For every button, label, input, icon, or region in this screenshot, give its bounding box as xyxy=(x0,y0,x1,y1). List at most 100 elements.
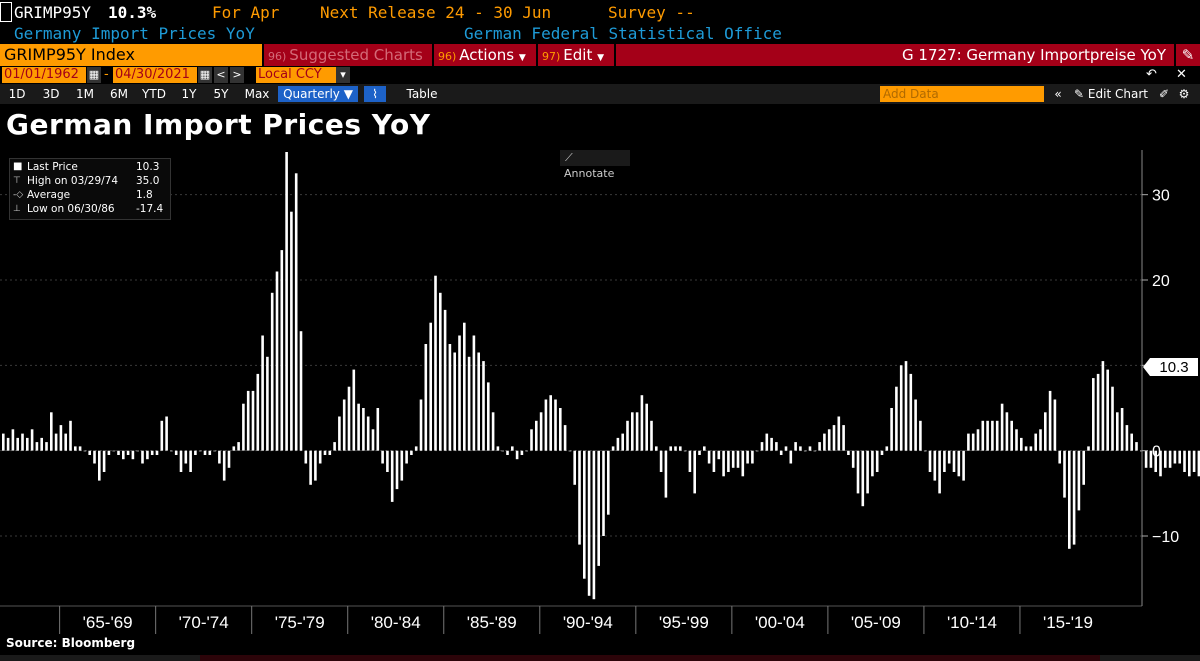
bar xyxy=(1015,429,1018,451)
tab-1m[interactable]: 1M xyxy=(76,87,94,101)
actions-label: Actions xyxy=(459,46,515,64)
bar xyxy=(285,152,288,451)
bar xyxy=(530,429,533,451)
bar xyxy=(477,352,480,451)
bar xyxy=(1096,373,1100,451)
x-tick-label: '95-'99 xyxy=(659,613,709,632)
currency-select[interactable]: Local CCY xyxy=(256,67,336,83)
bar xyxy=(549,395,552,451)
legend-value: 10.3 xyxy=(136,161,160,173)
bar xyxy=(525,450,528,452)
bar xyxy=(563,425,567,451)
bar xyxy=(318,450,322,464)
bar xyxy=(1000,403,1004,451)
tab-3d[interactable]: 3D xyxy=(42,87,60,101)
index-field[interactable]: GRIMP95Y Index xyxy=(0,44,262,66)
tab-6m[interactable]: 6M xyxy=(110,87,128,101)
bar xyxy=(160,420,164,451)
chevron-left-icon[interactable]: < xyxy=(214,67,228,83)
bar xyxy=(501,450,504,452)
bar xyxy=(323,450,327,455)
bar xyxy=(967,433,970,451)
annotate-button[interactable]: ⟋ Annotate xyxy=(560,150,630,180)
bottom-scrollbar[interactable] xyxy=(0,655,1200,661)
bar xyxy=(194,450,197,455)
bar xyxy=(117,450,120,455)
bar xyxy=(760,442,764,451)
bar xyxy=(1005,412,1009,451)
legend-value: -17.4 xyxy=(136,203,164,215)
bar xyxy=(602,450,605,536)
bar xyxy=(957,450,961,477)
bar xyxy=(458,335,461,451)
bar xyxy=(928,450,932,472)
bar xyxy=(11,429,15,451)
chevron-down-icon[interactable]: ▾ xyxy=(336,67,350,83)
bar xyxy=(1024,446,1028,451)
line-chart-icon[interactable]: ⌇ xyxy=(364,86,386,102)
tab-1y[interactable]: 1Y xyxy=(181,87,197,101)
legend-box[interactable]: ■ Last Price 10.3 ⊤ High on 03/29/74 35.… xyxy=(9,158,171,220)
bar xyxy=(290,211,293,451)
bar xyxy=(395,450,399,490)
bar xyxy=(1192,450,1196,472)
bar xyxy=(890,408,893,451)
bar-chart[interactable]: '65-'69 '70-'74 '75-'79 '80-'84 '85-'89 '90-'… xyxy=(0,140,1200,635)
bar xyxy=(808,446,812,451)
bar xyxy=(607,450,610,515)
ticker-label[interactable]: GRIMP95Y xyxy=(14,3,92,22)
calendar-icon[interactable]: ▦ xyxy=(87,67,101,83)
bar xyxy=(770,437,773,451)
end-date-field[interactable]: 04/30/2021 xyxy=(113,67,197,83)
actions-button[interactable]: 96) Actions ▼ xyxy=(434,44,536,66)
bar xyxy=(1087,446,1090,451)
bar xyxy=(1144,450,1148,468)
add-data-input[interactable]: Add Data xyxy=(880,86,1044,102)
table-button[interactable]: Table xyxy=(406,87,438,101)
wrench-icon[interactable]: ✎ xyxy=(1176,44,1200,66)
bar xyxy=(381,450,384,464)
pencil-icon[interactable]: ✐ xyxy=(1158,87,1170,101)
annotate-label: Annotate xyxy=(564,167,615,180)
bar xyxy=(626,420,629,451)
tab-1d[interactable]: 1D xyxy=(8,87,26,101)
bar xyxy=(971,433,975,451)
undo-icon[interactable]: ↶ xyxy=(1146,67,1157,82)
scroll-thumb[interactable] xyxy=(200,655,1100,661)
add-data-placeholder: Add Data xyxy=(883,87,939,101)
tab-ytd[interactable]: YTD xyxy=(142,87,166,101)
bar xyxy=(184,450,188,464)
bar xyxy=(765,433,769,451)
bar xyxy=(74,446,77,451)
bar xyxy=(21,433,24,451)
bar xyxy=(506,450,509,455)
suggested-charts-button[interactable]: 96) Suggested Charts xyxy=(264,44,432,66)
collapse-icon[interactable]: « xyxy=(1054,87,1062,101)
tab-max[interactable]: Max xyxy=(244,87,270,101)
bar xyxy=(1101,361,1105,451)
bar xyxy=(578,450,581,545)
bar xyxy=(150,450,154,455)
bar xyxy=(895,386,898,451)
bar xyxy=(923,450,927,452)
x-tick-label: '70-'74 xyxy=(179,613,229,632)
tab-5y[interactable]: 5Y xyxy=(213,87,229,101)
edit-chart-button[interactable]: ✎ Edit Chart xyxy=(1074,87,1148,101)
edit-button[interactable]: 97) Edit ▼ xyxy=(538,44,614,66)
y-tick-label: 20 xyxy=(1152,273,1170,290)
legend-row-low: ⊥ Low on 06/30/86 -17.4 xyxy=(10,202,170,216)
calendar-icon[interactable]: ▦ xyxy=(198,67,212,83)
last-value-marker: 10.3 xyxy=(1143,358,1198,376)
bar xyxy=(751,450,754,464)
chevron-right-icon[interactable]: > xyxy=(230,67,244,83)
bar xyxy=(443,309,447,451)
gear-icon[interactable]: ⚙ xyxy=(1178,87,1190,101)
bar xyxy=(650,420,653,451)
bar xyxy=(146,450,149,460)
frequency-select[interactable]: Quarterly ▼ xyxy=(278,86,358,102)
chevron-down-icon: ▼ xyxy=(518,53,526,63)
bar xyxy=(1154,450,1157,472)
close-icon[interactable]: ✕ xyxy=(1176,67,1187,82)
start-date-field[interactable]: 01/01/1962 xyxy=(2,67,86,83)
bar xyxy=(155,450,159,455)
